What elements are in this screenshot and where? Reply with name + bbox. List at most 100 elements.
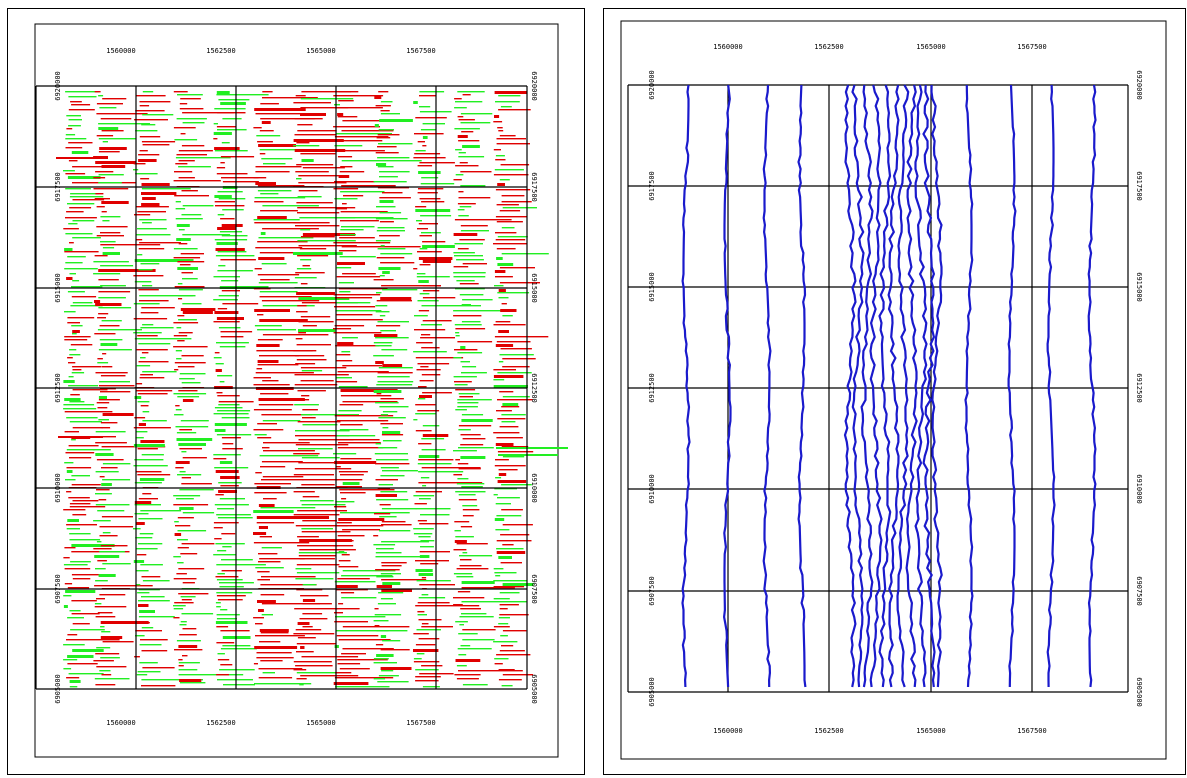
negative-anomaly-bar	[337, 420, 385, 422]
positive-anomaly-bar	[215, 255, 255, 257]
negative-anomaly-bar	[135, 630, 162, 632]
negative-anomaly-bar	[340, 395, 392, 397]
positive-anomaly-bar	[461, 613, 487, 615]
negative-anomaly-bar	[341, 246, 421, 248]
positive-anomaly-bar	[64, 248, 73, 251]
negative-anomaly-bar	[495, 443, 514, 446]
positive-anomaly-bar	[381, 670, 394, 672]
negative-anomaly-bar	[460, 434, 481, 436]
positive-anomaly-bar	[380, 101, 393, 103]
positive-anomaly-bar	[341, 597, 377, 599]
positive-anomaly-bar	[253, 510, 294, 513]
negative-anomaly-bar	[173, 578, 197, 580]
positive-anomaly-bar	[71, 325, 83, 327]
negative-anomaly-bar	[300, 283, 308, 285]
positive-anomaly-bar	[298, 297, 350, 300]
negative-anomaly-bar	[293, 661, 332, 663]
negative-anomaly-bar	[418, 443, 432, 445]
positive-anomaly-bar	[382, 640, 401, 642]
positive-anomaly-bar	[378, 367, 413, 369]
positive-anomaly-bar	[375, 552, 402, 554]
positive-anomaly-bar	[301, 414, 359, 416]
positive-anomaly-bar	[63, 659, 78, 661]
positive-anomaly-bar	[301, 457, 340, 459]
negative-anomaly-bar	[216, 595, 246, 597]
negative-anomaly-bar	[260, 632, 289, 634]
positive-anomaly-bar	[375, 345, 392, 347]
negative-anomaly-bar	[333, 328, 352, 330]
positive-anomaly-bar	[301, 159, 314, 162]
positive-anomaly-bar	[214, 504, 249, 506]
negative-anomaly-bar	[139, 377, 165, 379]
negative-anomaly-bar	[258, 526, 268, 529]
negative-anomaly-bar	[138, 159, 157, 162]
positive-anomaly-bar	[182, 122, 205, 124]
negative-anomaly-bar	[457, 591, 471, 593]
positive-anomaly-bar	[421, 449, 446, 451]
negative-anomaly-bar	[414, 133, 444, 135]
positive-anomaly-bar	[375, 556, 429, 558]
positive-anomaly-bar	[499, 592, 520, 594]
negative-anomaly-bar	[335, 354, 351, 356]
negative-anomaly-bar	[102, 436, 116, 438]
negative-anomaly-bar	[259, 252, 303, 254]
negative-anomaly-bar	[93, 177, 106, 179]
negative-anomaly-bar	[98, 313, 109, 315]
negative-anomaly-bar	[296, 643, 337, 645]
negative-anomaly-bar	[95, 442, 127, 444]
positive-anomaly-bar	[69, 401, 85, 403]
positive-anomaly-bar	[457, 352, 483, 354]
negative-anomaly-bar	[213, 527, 223, 529]
negative-anomaly-bar	[413, 633, 429, 635]
negative-anomaly-bar	[415, 491, 442, 493]
positive-anomaly-bar	[67, 176, 101, 179]
contour-line	[1087, 84, 1097, 688]
negative-anomaly-bar	[66, 277, 73, 280]
positive-anomaly-bar	[374, 614, 402, 616]
negative-anomaly-bar	[177, 517, 194, 519]
x-tick-bottom: 1562500	[206, 719, 236, 727]
negative-anomaly-bar	[341, 498, 347, 500]
negative-anomaly-bar	[221, 570, 242, 572]
negative-anomaly-bar	[379, 235, 400, 237]
negative-anomaly-bar	[136, 206, 169, 208]
positive-anomaly-bar	[217, 410, 251, 412]
negative-anomaly-bar	[69, 503, 91, 505]
positive-anomaly-bar	[417, 614, 427, 616]
negative-anomaly-bar	[70, 101, 82, 103]
right-map-frame	[620, 20, 1167, 760]
positive-anomaly-bar	[65, 138, 87, 140]
positive-anomaly-bar	[460, 185, 486, 187]
positive-anomaly-bar	[340, 512, 410, 514]
positive-anomaly-bar	[376, 206, 396, 208]
positive-anomaly-bar	[301, 528, 333, 530]
negative-anomaly-bar	[253, 617, 264, 619]
negative-anomaly-bar	[493, 432, 520, 434]
positive-anomaly-bar	[420, 546, 434, 548]
negative-anomaly-bar	[419, 395, 432, 398]
negative-anomaly-bar	[261, 576, 316, 578]
positive-anomaly-bar	[180, 420, 209, 422]
negative-anomaly-bar	[339, 668, 370, 670]
negative-anomaly-bar	[260, 594, 285, 596]
positive-anomaly-bar	[66, 115, 81, 117]
positive-anomaly-bar	[301, 504, 346, 506]
negative-anomaly-bar	[179, 429, 192, 431]
negative-anomaly-bar	[63, 509, 86, 511]
positive-anomaly-bar	[493, 580, 527, 582]
negative-anomaly-bar	[261, 414, 312, 416]
positive-anomaly-bar	[418, 536, 431, 538]
negative-anomaly-bar	[70, 394, 80, 396]
positive-anomaly-bar	[218, 404, 240, 406]
positive-anomaly-bar	[139, 219, 167, 221]
positive-anomaly-bar	[177, 283, 183, 285]
positive-anomaly-bar	[334, 145, 363, 147]
negative-anomaly-bar	[96, 226, 128, 228]
negative-anomaly-bar	[181, 477, 191, 479]
negative-anomaly-bar	[454, 540, 467, 543]
negative-anomaly-bar	[459, 283, 479, 285]
negative-anomaly-bar	[100, 422, 118, 424]
positive-anomaly-bar	[69, 686, 78, 688]
positive-anomaly-bar	[261, 614, 273, 616]
positive-anomaly-bar	[65, 134, 76, 136]
